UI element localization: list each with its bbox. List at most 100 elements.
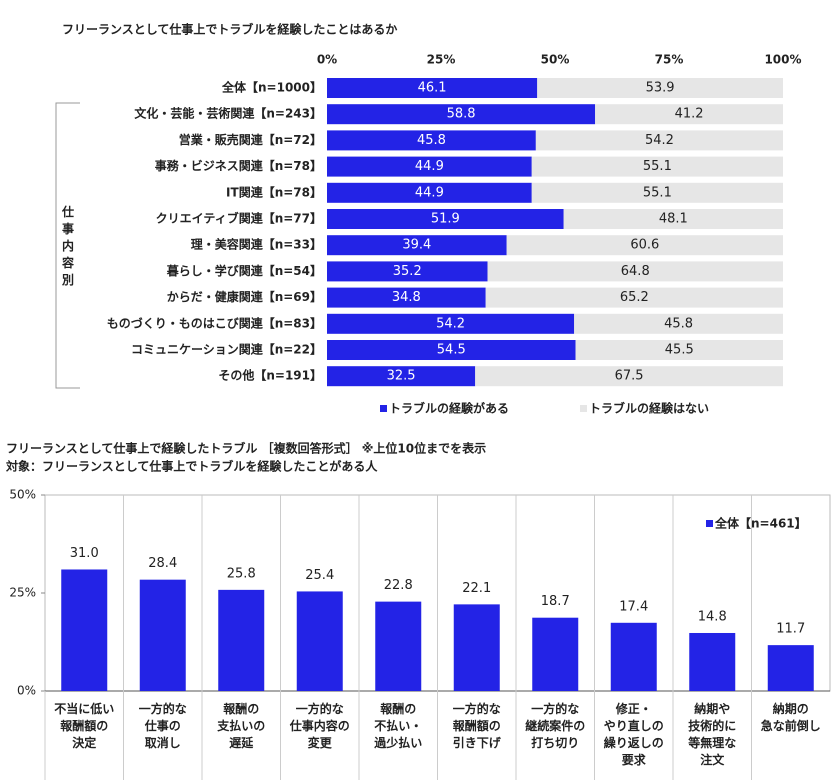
value-label: 64.8	[621, 264, 650, 279]
y-tick-label: その他【n=191】	[218, 368, 322, 383]
value-label: 45.8	[417, 133, 446, 148]
legend-swatch	[706, 520, 713, 527]
bar-segment	[574, 313, 783, 334]
value-label: 28.4	[148, 556, 177, 571]
bar	[61, 569, 108, 691]
x-tick-label: 修正・やり直しの繰り返しの要求	[604, 701, 664, 767]
bar-segment	[327, 104, 596, 125]
y-tick-label: 営業・販売関連【n=72】	[179, 132, 322, 147]
value-label: 55.1	[643, 159, 672, 174]
bar	[375, 601, 422, 691]
group-bracket	[55, 102, 80, 389]
bar-segment	[327, 182, 532, 203]
legend-swatch	[380, 405, 387, 412]
legend-label: トラブルの経験がある	[389, 401, 509, 416]
x-tick-label: 納期の急な前倒し	[761, 701, 821, 733]
value-label: 46.1	[418, 81, 447, 96]
value-label: 31.0	[70, 546, 99, 561]
value-label: 35.2	[393, 264, 422, 279]
value-label: 45.8	[664, 316, 693, 331]
value-label: 41.2	[675, 107, 704, 122]
x-tick-label: 一方的な報酬額の引き下げ	[453, 701, 502, 750]
bar-segment	[475, 366, 783, 387]
bar-segment	[595, 104, 783, 125]
value-label: 54.2	[436, 316, 465, 331]
bar-segment	[327, 261, 488, 282]
bar-segment	[327, 130, 536, 151]
value-label: 39.4	[402, 238, 431, 253]
bar-segment	[537, 78, 783, 98]
bar-segment	[535, 130, 783, 151]
value-label: 67.5	[615, 369, 644, 384]
value-label: 51.9	[431, 212, 460, 227]
x-tick-label: 50%	[541, 53, 570, 67]
legend-swatch	[580, 405, 587, 412]
x-tick-label: 不当に低い報酬額の決定	[54, 701, 114, 750]
value-label: 22.8	[384, 578, 413, 593]
value-label: 58.8	[447, 107, 476, 122]
value-label: 18.7	[541, 594, 570, 609]
y-tick-label: 50%	[9, 488, 36, 502]
bar	[767, 645, 814, 691]
value-label: 60.6	[630, 238, 659, 253]
x-tick-label: 25%	[427, 53, 456, 67]
legend-label: 全体【n=461】	[714, 516, 807, 531]
value-label: 32.5	[387, 369, 416, 384]
value-label: 65.2	[620, 290, 649, 305]
value-label: 25.8	[227, 566, 256, 581]
group-label: 仕事内容別	[61, 204, 74, 287]
x-tick-label: 報酬の不払い・過少払い	[373, 701, 422, 750]
y-tick-label: クリエイティブ関連【n=77】	[156, 211, 322, 226]
bar	[139, 579, 186, 691]
bar-segment	[327, 235, 507, 256]
value-label: 54.5	[437, 343, 466, 358]
value-label: 44.9	[415, 159, 444, 174]
x-tick-label: 0%	[317, 53, 337, 67]
y-tick-label: 理・美容関連【n=33】	[191, 237, 322, 252]
y-tick-label: 0%	[17, 684, 36, 698]
y-tick-label: コミュニケーション関連【n=22】	[131, 342, 322, 357]
y-tick-label: 事務・ビジネス関連【n=78】	[155, 158, 322, 173]
bar-segment	[327, 313, 575, 334]
y-tick-label: 全体【n=1000】	[221, 80, 322, 95]
bar	[296, 591, 343, 691]
value-label: 48.1	[659, 212, 688, 227]
bar-segment	[327, 156, 532, 177]
bar	[453, 604, 500, 691]
bar	[218, 589, 265, 691]
bar-segment	[327, 209, 564, 229]
bar-segment	[563, 209, 783, 229]
x-tick-label: 一方的な仕事の取消し	[139, 701, 187, 750]
bar-segment	[327, 340, 576, 360]
y-tick-label: からだ・健康関連【n=69】	[167, 289, 322, 304]
chart-title: フリーランスとして仕事上で経験したトラブル ［複数回答形式］ ※上位10位までを…	[6, 441, 486, 456]
y-tick-label: 25%	[9, 586, 36, 600]
chart-title: フリーランスとして仕事上でトラブルを経験したことはあるか	[62, 22, 397, 37]
bar	[532, 617, 579, 691]
bar-segment	[531, 182, 783, 203]
value-label: 17.4	[619, 599, 648, 614]
x-tick-label: 報酬の支払いの遅延	[216, 701, 265, 750]
legend-label: トラブルの経験はない	[589, 401, 709, 416]
chart-subtitle: 対象：フリーランスとして仕事上でトラブルを経験したことがある人	[5, 459, 378, 474]
value-label: 44.9	[415, 185, 444, 200]
bar-segment	[327, 366, 476, 387]
value-label: 45.5	[665, 343, 694, 358]
x-tick-label: 納期や技術的に等無理な注文	[687, 701, 736, 767]
y-tick-label: 文化・芸能・芸術関連【n=243】	[134, 106, 322, 121]
y-tick-label: IT関連【n=78】	[226, 184, 322, 199]
bar-segment	[575, 340, 783, 360]
value-label: 14.8	[698, 609, 727, 624]
bar-segment	[327, 287, 486, 308]
y-tick-label: 暮らし・学び関連【n=54】	[166, 263, 322, 278]
value-label: 22.1	[462, 581, 491, 596]
x-tick-label: 100%	[764, 53, 801, 67]
bar	[689, 632, 736, 691]
value-label: 54.2	[645, 133, 674, 148]
x-tick-label: 一方的な継続案件の打ち切り	[525, 701, 585, 750]
bar-segment	[487, 261, 783, 282]
value-label: 55.1	[643, 185, 672, 200]
bar	[610, 622, 657, 691]
bar-segment	[531, 156, 783, 177]
